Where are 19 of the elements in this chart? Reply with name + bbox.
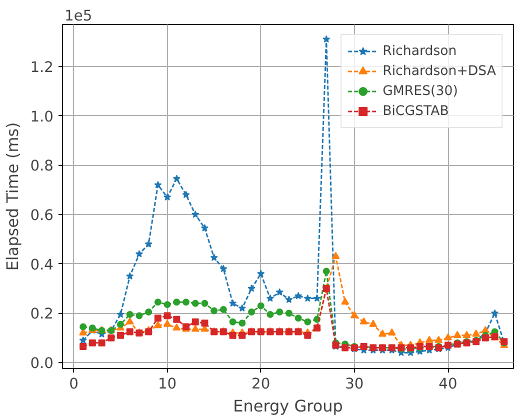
x-tick-label: 30 — [345, 376, 364, 392]
x-tick-label: 10 — [158, 376, 177, 392]
legend-label: Richardson+DSA — [382, 64, 496, 78]
legend-label: Richardson — [382, 44, 457, 58]
annotation: 1e5 — [64, 8, 92, 24]
y-tick-label: 0.6 — [30, 207, 54, 224]
y-tick-label: 0.0 — [30, 355, 54, 372]
y-axis-title: Elapsed Time (ms) — [3, 122, 22, 271]
y-tick-label: 0.2 — [30, 306, 54, 323]
x-tick-label: 40 — [438, 376, 458, 392]
x-axis-title: Energy Group — [233, 396, 343, 416]
y-tick-label: 0.8 — [30, 158, 54, 175]
legend-label: BiCGSTAB — [382, 104, 449, 118]
y-tick-label: 1.2 — [30, 58, 54, 76]
x-tick-label: 20 — [252, 376, 270, 392]
x-tick-label: 0 — [69, 376, 78, 392]
y-tick-label: 0.4 — [30, 256, 54, 274]
y-tick-label: 1.0 — [30, 108, 54, 126]
legend-label: GMRES(30) — [382, 84, 458, 98]
